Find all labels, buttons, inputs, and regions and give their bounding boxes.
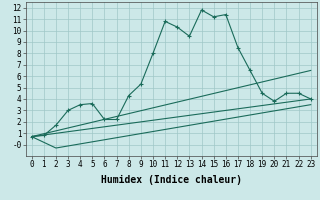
- X-axis label: Humidex (Indice chaleur): Humidex (Indice chaleur): [101, 175, 242, 185]
